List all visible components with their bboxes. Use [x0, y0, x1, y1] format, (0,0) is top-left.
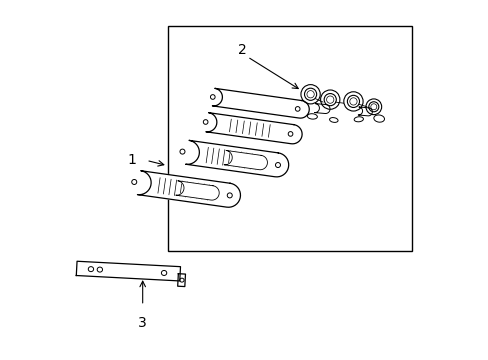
Polygon shape — [224, 150, 267, 170]
Polygon shape — [212, 88, 308, 118]
Text: 1: 1 — [127, 153, 136, 167]
Polygon shape — [177, 274, 185, 287]
Polygon shape — [314, 104, 329, 113]
Text: 2: 2 — [238, 42, 246, 57]
Polygon shape — [185, 140, 288, 177]
Polygon shape — [175, 181, 219, 200]
Polygon shape — [76, 261, 180, 281]
Text: 3: 3 — [138, 316, 147, 330]
Polygon shape — [358, 107, 371, 116]
Polygon shape — [205, 113, 302, 144]
Polygon shape — [137, 171, 240, 207]
Bar — [167, 26, 411, 251]
